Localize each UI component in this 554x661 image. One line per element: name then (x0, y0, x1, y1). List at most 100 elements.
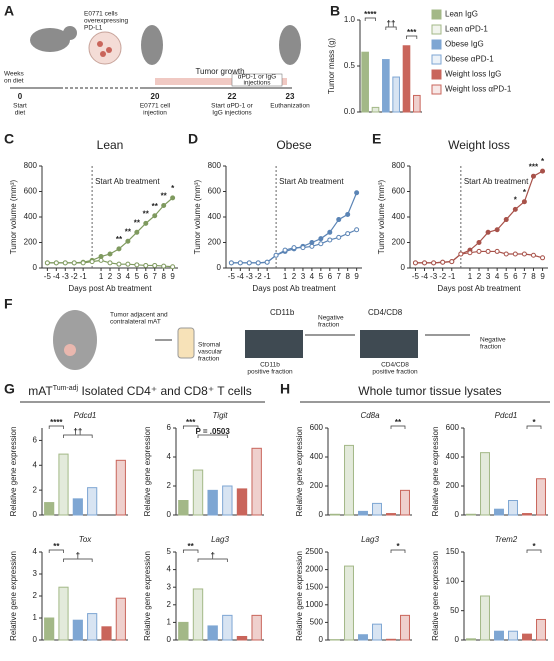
bar (480, 452, 490, 516)
panel-label: C (4, 131, 14, 147)
chart-title: Trem2 (495, 535, 518, 544)
point (152, 213, 158, 219)
point (485, 229, 491, 235)
antibody-text: CD4/CD8 (368, 308, 403, 317)
bar (178, 500, 189, 516)
y-tick-label: 2 (33, 485, 38, 494)
sig-bracket (48, 549, 64, 553)
x-tick-label: -2 (255, 272, 263, 281)
growth-bar (155, 78, 287, 85)
y-axis-label: Relative gene expression (143, 427, 152, 517)
point (264, 259, 270, 265)
panel-f: F Tumor adjacent and contralateral mAT S… (4, 296, 506, 376)
bar (44, 502, 55, 516)
y-axis-label: Relative gene expression (9, 427, 18, 517)
sig-label: ** (188, 542, 195, 551)
y-tick-label: 400 (310, 452, 324, 461)
y-tick-label: 400 (24, 212, 38, 221)
chart-title: Lag3 (211, 535, 229, 544)
y-tick-label: 0.5 (344, 61, 356, 70)
point (503, 217, 509, 223)
point (431, 260, 437, 266)
title-sup: Tum-adj (53, 385, 79, 392)
week-label: 23 (286, 92, 295, 101)
bar (372, 623, 382, 641)
event-text: diet (15, 110, 26, 117)
panel-label: B (330, 3, 340, 19)
y-tick-label: 400 (446, 452, 460, 461)
y-axis-label: Relative gene expression (9, 551, 18, 641)
bar (178, 621, 189, 641)
y-tick-label: 1.0 (344, 15, 356, 24)
y-tick-label: 4 (33, 460, 38, 469)
y-tick-label: 800 (24, 161, 38, 170)
arrow (155, 334, 470, 341)
x-tick-label: -3 (430, 272, 438, 281)
x-tick-label: -5 (412, 272, 420, 281)
panel-label: H (280, 381, 290, 397)
point (521, 199, 527, 205)
sig-label: **** (364, 10, 377, 19)
point (161, 203, 167, 209)
bar (536, 618, 546, 641)
x-tick-label: 1 (283, 272, 288, 281)
panel-title: Whole tumor tissue lysates (358, 384, 501, 398)
x-tick-label: -4 (237, 272, 245, 281)
legend-swatch (431, 9, 442, 20)
chart-title: Lag3 (361, 535, 379, 544)
treatment-label: Start Ab treatment (464, 177, 529, 186)
bar (251, 614, 262, 641)
point (80, 260, 86, 266)
mouse-icon (63, 26, 77, 40)
point (143, 262, 149, 268)
x-tick-label: 5 (135, 272, 140, 281)
bar (466, 638, 476, 641)
point (467, 250, 473, 256)
x-tick-label: 8 (345, 272, 350, 281)
bar (192, 469, 204, 516)
y-tick-label: 0 (33, 263, 38, 272)
cell (100, 51, 106, 57)
chart-title: Lean (97, 138, 124, 152)
legend-swatch (431, 69, 442, 80)
fraction-text: fraction (480, 344, 502, 351)
chart-title: Pdcd1 (74, 411, 97, 420)
panel-label: A (4, 3, 14, 19)
y-tick-label: 0.0 (344, 107, 356, 116)
week-label: 20 (151, 92, 160, 101)
sig-label: * (514, 195, 518, 204)
x-tick-label: -2 (71, 272, 79, 281)
point (237, 260, 243, 266)
y-tick-label: 0 (401, 263, 406, 272)
svf-text: fraction (198, 356, 220, 363)
point (354, 227, 360, 233)
x-axis-label: Days post Ab treatment (437, 284, 521, 293)
point (134, 262, 140, 268)
legend-label: Obese αPD-1 (445, 55, 494, 64)
event-text: E0771 cell (140, 103, 171, 110)
y-tick-label: 2500 (305, 547, 323, 556)
bar (87, 613, 98, 641)
legend-swatch (431, 84, 442, 95)
sig-label: ** (161, 192, 168, 201)
x-tick-label: -4 (53, 272, 61, 281)
y-tick-label: 800 (208, 161, 222, 170)
sig-label: † (76, 551, 80, 560)
x-tick-label: 6 (328, 272, 333, 281)
growth-text: Tumor growth (195, 67, 244, 76)
point (107, 251, 113, 257)
legend-label: Obese IgG (445, 40, 484, 49)
y-tick-label: 0 (217, 263, 222, 272)
y-tick-label: 3 (33, 569, 38, 578)
point (327, 229, 333, 235)
mat-text: Tumor adjacent and (110, 312, 168, 319)
event-text: IgG injections (212, 110, 252, 117)
sig-label: †† (73, 427, 82, 436)
y-tick-label: 600 (310, 423, 324, 432)
sig-label: ** (395, 418, 402, 427)
fraction-text: Negative (318, 315, 344, 322)
sig-bracket (526, 549, 542, 553)
y-tick-label: 600 (208, 187, 222, 196)
bar (382, 59, 390, 113)
sig-bracket (197, 434, 228, 438)
